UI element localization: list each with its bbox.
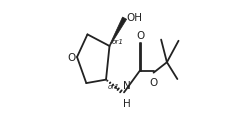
Text: H: H [123, 98, 131, 108]
Text: OH: OH [126, 13, 142, 23]
Polygon shape [109, 18, 127, 47]
Text: or1: or1 [108, 83, 120, 89]
Text: O: O [136, 31, 145, 41]
Text: or1: or1 [111, 38, 123, 44]
Text: N: N [123, 80, 131, 90]
Text: O: O [150, 78, 158, 88]
Text: O: O [67, 53, 76, 62]
